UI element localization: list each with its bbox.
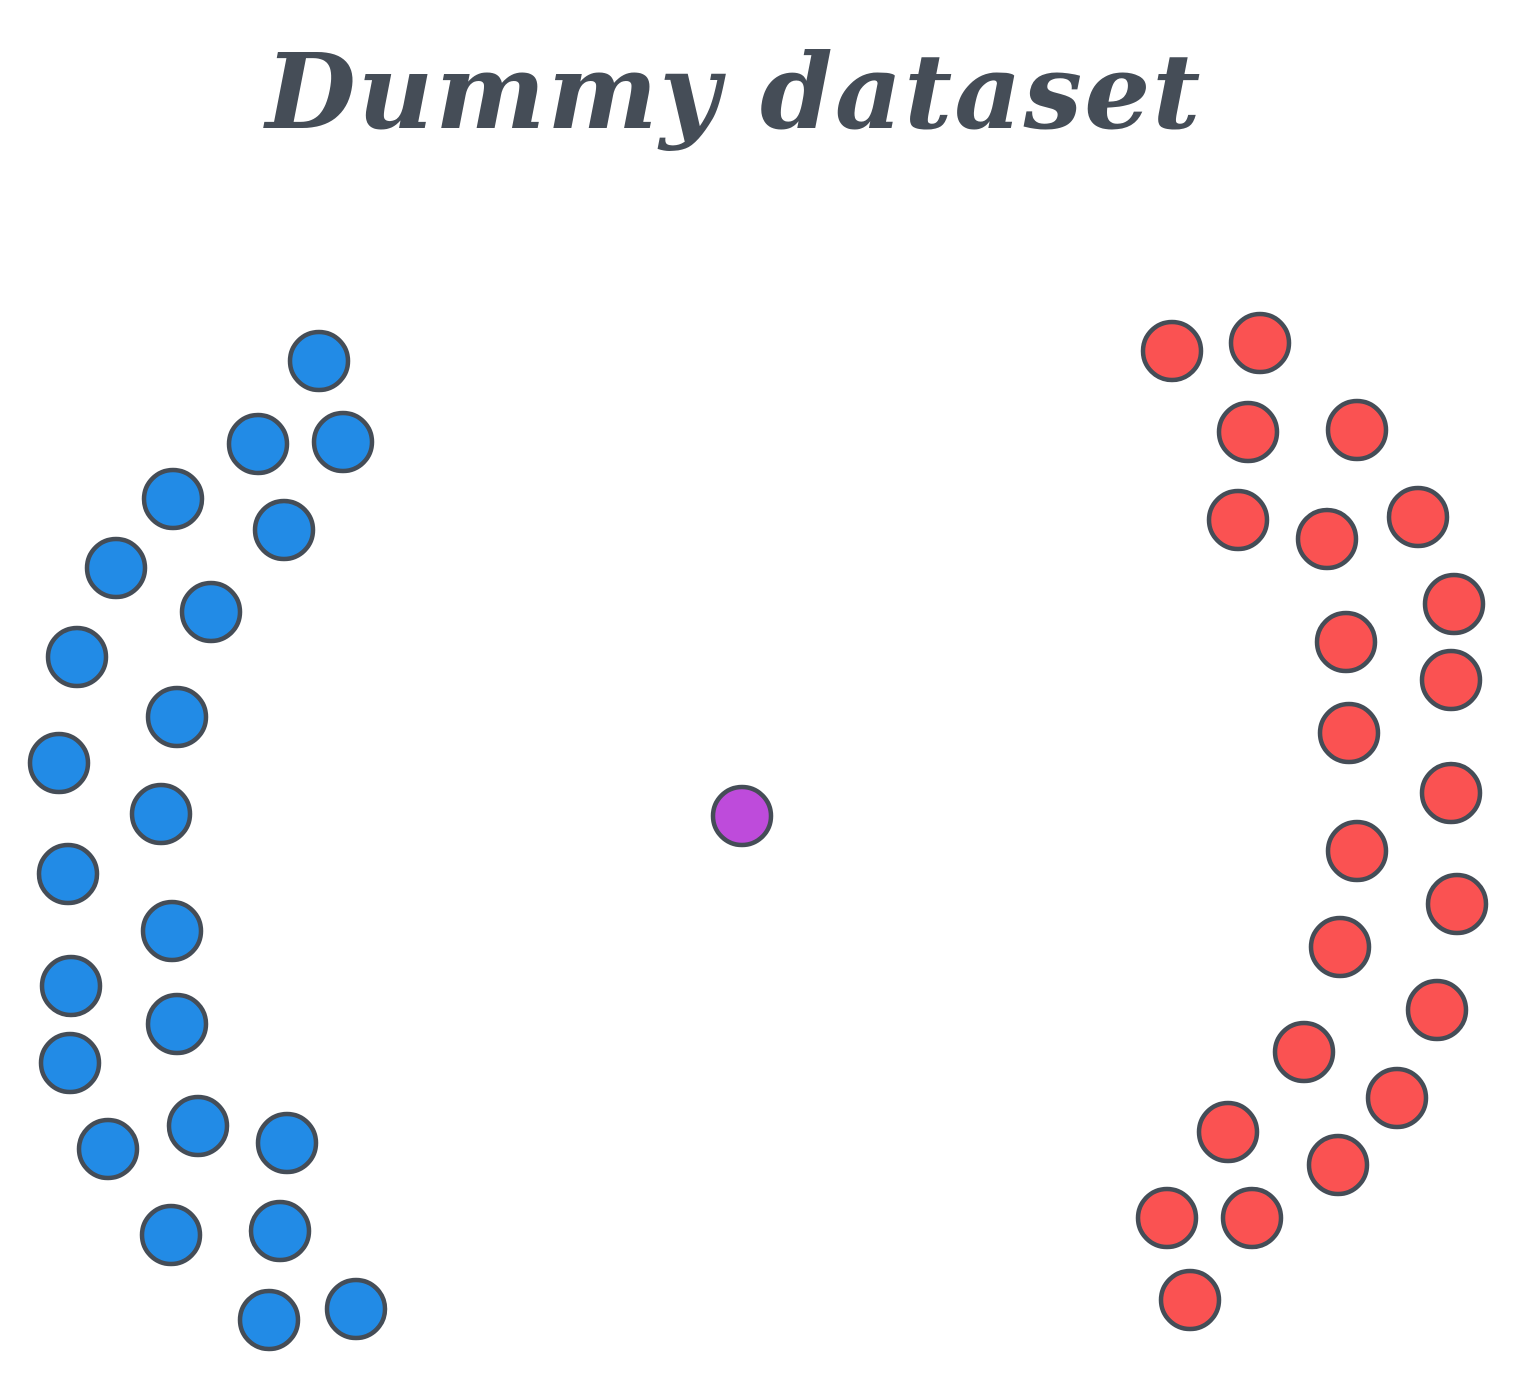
red-point <box>1306 1133 1370 1197</box>
blue-point <box>252 498 316 562</box>
blue-point <box>179 580 243 644</box>
red-point <box>1196 1100 1260 1164</box>
blue-point <box>45 625 109 689</box>
red-point <box>1272 1020 1336 1084</box>
blue-point <box>255 1111 319 1175</box>
red-point <box>1295 507 1359 571</box>
blue-point <box>145 685 209 749</box>
blue-point <box>237 1288 301 1352</box>
blue-point <box>38 1031 102 1095</box>
red-points <box>1135 311 1489 1332</box>
red-point <box>1365 1066 1429 1130</box>
blue-point <box>287 329 351 393</box>
blue-point <box>166 1094 230 1158</box>
red-point <box>1308 915 1372 979</box>
blue-point <box>129 782 193 846</box>
red-point <box>1317 701 1381 765</box>
red-point <box>1216 400 1280 464</box>
blue-points <box>27 329 388 1352</box>
blue-point <box>139 1203 203 1267</box>
red-point <box>1419 761 1483 825</box>
blue-point <box>36 842 100 906</box>
red-point <box>1325 819 1389 883</box>
blue-point <box>145 992 209 1056</box>
blue-point <box>84 536 148 600</box>
red-point <box>1325 398 1389 462</box>
blue-point <box>39 954 103 1018</box>
red-point <box>1206 488 1270 552</box>
red-point <box>1228 311 1292 375</box>
purple-point <box>710 784 774 848</box>
blue-point <box>141 467 205 531</box>
purple-point <box>710 784 774 848</box>
blue-point <box>140 899 204 963</box>
blue-point <box>248 1199 312 1263</box>
red-point <box>1158 1268 1222 1332</box>
blue-point <box>226 412 290 476</box>
red-point <box>1135 1186 1199 1250</box>
red-point <box>1422 572 1486 636</box>
blue-point <box>311 410 375 474</box>
red-point <box>1419 648 1483 712</box>
red-point <box>1140 319 1204 383</box>
red-point <box>1386 485 1450 549</box>
red-point <box>1425 872 1489 936</box>
diagram-title: Dummy dataset <box>265 30 1203 153</box>
red-point <box>1220 1186 1284 1250</box>
blue-point <box>76 1117 140 1181</box>
red-point <box>1405 978 1469 1042</box>
red-point <box>1314 610 1378 674</box>
blue-point <box>324 1277 388 1341</box>
blue-point <box>27 731 91 795</box>
